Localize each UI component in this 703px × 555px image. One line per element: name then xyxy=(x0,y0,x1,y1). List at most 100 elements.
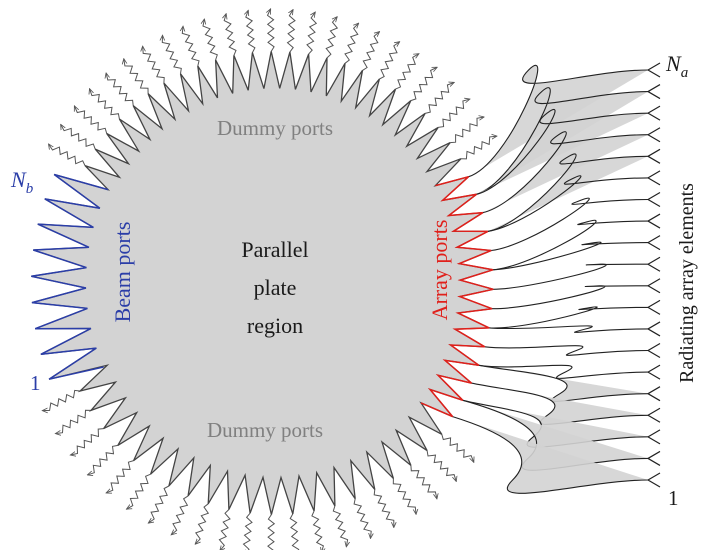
na-label: Na xyxy=(665,51,688,81)
radiating-element-dipole-fork-icon xyxy=(647,170,661,186)
dummy-port-wavy-arrow-icon xyxy=(218,509,231,551)
radiating-element-dipole-fork-icon xyxy=(647,235,661,251)
radiating-element-dipole-fork-icon xyxy=(647,213,661,229)
dummy-port-wavy-arrow-icon xyxy=(90,89,120,120)
dummy-port-wavy-arrow-icon xyxy=(325,17,339,59)
dummy-port-wavy-arrow-icon xyxy=(124,59,149,94)
dummy-port-wavy-arrow-icon xyxy=(56,409,92,433)
array-transmission-line xyxy=(471,382,649,425)
dummy-port-wavy-arrow-icon xyxy=(460,136,496,160)
array-transmission-line xyxy=(487,153,649,232)
radiating-element-dipole-fork-icon xyxy=(647,364,661,380)
dummy-port-wavy-arrow-icon xyxy=(75,106,108,134)
array-index-1: 1 xyxy=(668,486,679,510)
dummy-port-wavy-arrow-icon xyxy=(127,473,151,509)
array-transmission-line xyxy=(489,306,649,329)
radiating-element-dipole-fork-icon xyxy=(647,278,661,294)
radiating-element-dipole-fork-icon xyxy=(647,343,661,359)
dummy-ports-bottom-label: Dummy ports xyxy=(207,418,323,442)
dummy-port-wavy-arrow-icon xyxy=(242,512,253,555)
radiating-element-dipole-fork-icon xyxy=(647,429,661,445)
array-transmission-line xyxy=(492,219,649,271)
array-transmission-line xyxy=(492,241,649,271)
dummy-port-wavy-arrow-icon xyxy=(450,117,483,144)
region-label-line3: region xyxy=(247,313,303,338)
array-transmission-line xyxy=(478,364,649,402)
dummy-port-wavy-arrow-icon xyxy=(392,478,416,513)
array-transmission-line xyxy=(484,345,649,356)
dummy-port-wavy-arrow-icon xyxy=(441,434,474,462)
radiating-element-dipole-fork-icon xyxy=(647,191,661,207)
dummy-port-wavy-arrow-icon xyxy=(362,32,380,71)
dummy-port-wavy-arrow-icon xyxy=(306,13,318,55)
array-transmission-line xyxy=(462,399,649,448)
beam-ports-zigzag xyxy=(31,173,109,380)
array-transmission-lines xyxy=(452,65,649,494)
dummy-port-wavy-arrow-icon xyxy=(203,20,218,61)
radiating-element-dipole-fork-icon xyxy=(647,62,661,78)
dummy-port-wavy-arrow-icon xyxy=(410,68,437,102)
dummy-port-wavy-arrow-icon xyxy=(267,514,274,555)
dummy-port-arrows xyxy=(43,9,497,555)
dummy-port-wavy-arrow-icon xyxy=(246,11,256,53)
radiating-element-dipole-fork-icon xyxy=(647,105,661,121)
radiating-element-dipole-fork-icon xyxy=(647,127,661,143)
nb-main: N xyxy=(10,167,27,192)
beam-index-1: 1 xyxy=(30,371,41,395)
dummy-port-wavy-arrow-icon xyxy=(224,14,237,56)
radiating-element-dipole-fork-icon xyxy=(647,299,661,315)
array-ports-zigzag xyxy=(420,175,494,418)
dummy-port-wavy-arrow-icon xyxy=(88,444,118,474)
dummy-port-wavy-arrow-icon xyxy=(162,36,182,74)
dummy-port-wavy-arrow-icon xyxy=(353,498,371,538)
array-transmission-line xyxy=(491,197,649,252)
dummy-port-wavy-arrow-icon xyxy=(268,9,275,52)
radiating-element-dipole-fork-icon xyxy=(647,472,661,488)
dummy-port-wavy-arrow-icon xyxy=(373,489,394,528)
region-label-line1: Parallel xyxy=(241,237,308,262)
array-transmission-line xyxy=(478,364,649,379)
radiating-element-dipole-fork-icon xyxy=(647,450,661,466)
array-transmission-line xyxy=(493,263,649,290)
dummy-port-wavy-arrow-icon xyxy=(71,428,104,455)
na-main: N xyxy=(665,51,682,76)
radiating-array-elements xyxy=(647,62,661,488)
dummy-port-wavy-arrow-icon xyxy=(332,505,347,546)
radiating-element-dipole-fork-icon xyxy=(647,321,661,337)
nb-label: Nb xyxy=(10,167,34,197)
dummy-port-wavy-arrow-icon xyxy=(286,10,296,53)
dummy-port-wavy-arrow-icon xyxy=(395,54,419,90)
radiating-element-dipole-fork-icon xyxy=(647,407,661,423)
dummy-port-wavy-arrow-icon xyxy=(182,27,200,67)
nb-subscript: b xyxy=(26,181,34,197)
dummy-port-wavy-arrow-icon xyxy=(106,74,134,106)
dummy-port-wavy-arrow-icon xyxy=(426,450,456,481)
array-transmission-line xyxy=(491,285,649,310)
array-ports-label: Array ports xyxy=(427,220,452,321)
dummy-port-wavy-arrow-icon xyxy=(107,460,134,493)
radiating-element-dipole-fork-icon xyxy=(647,148,661,164)
region-label-line2: plate xyxy=(254,275,297,300)
dummy-port-wavy-arrow-icon xyxy=(289,513,299,555)
beam-ports-label: Beam ports xyxy=(110,222,135,323)
radiating-element-dipole-fork-icon xyxy=(647,84,661,100)
array-transmission-line xyxy=(452,416,649,494)
dummy-port-wavy-arrow-icon xyxy=(196,503,210,544)
radiating-element-dipole-fork-icon xyxy=(647,386,661,402)
dummy-port-wavy-arrow-icon xyxy=(43,389,81,410)
dummy-port-wavy-arrow-icon xyxy=(149,485,170,523)
dummy-port-wavy-arrow-icon xyxy=(379,42,399,80)
na-subscript: a xyxy=(681,65,689,81)
dummy-port-wavy-arrow-icon xyxy=(61,125,96,150)
dummy-port-wavy-arrow-icon xyxy=(344,24,358,64)
dummy-port-wavy-arrow-icon xyxy=(438,99,469,128)
radiating-element-dipole-fork-icon xyxy=(647,256,661,272)
dummy-ports-top-label: Dummy ports xyxy=(217,116,333,140)
dummy-port-wavy-arrow-icon xyxy=(49,144,86,166)
dummy-port-wavy-arrow-icon xyxy=(410,465,437,498)
radiating-elements-label: Radiating array elements xyxy=(676,183,698,383)
array-transmission-line xyxy=(487,175,649,232)
dummy-port-wavy-arrow-icon xyxy=(172,495,189,535)
